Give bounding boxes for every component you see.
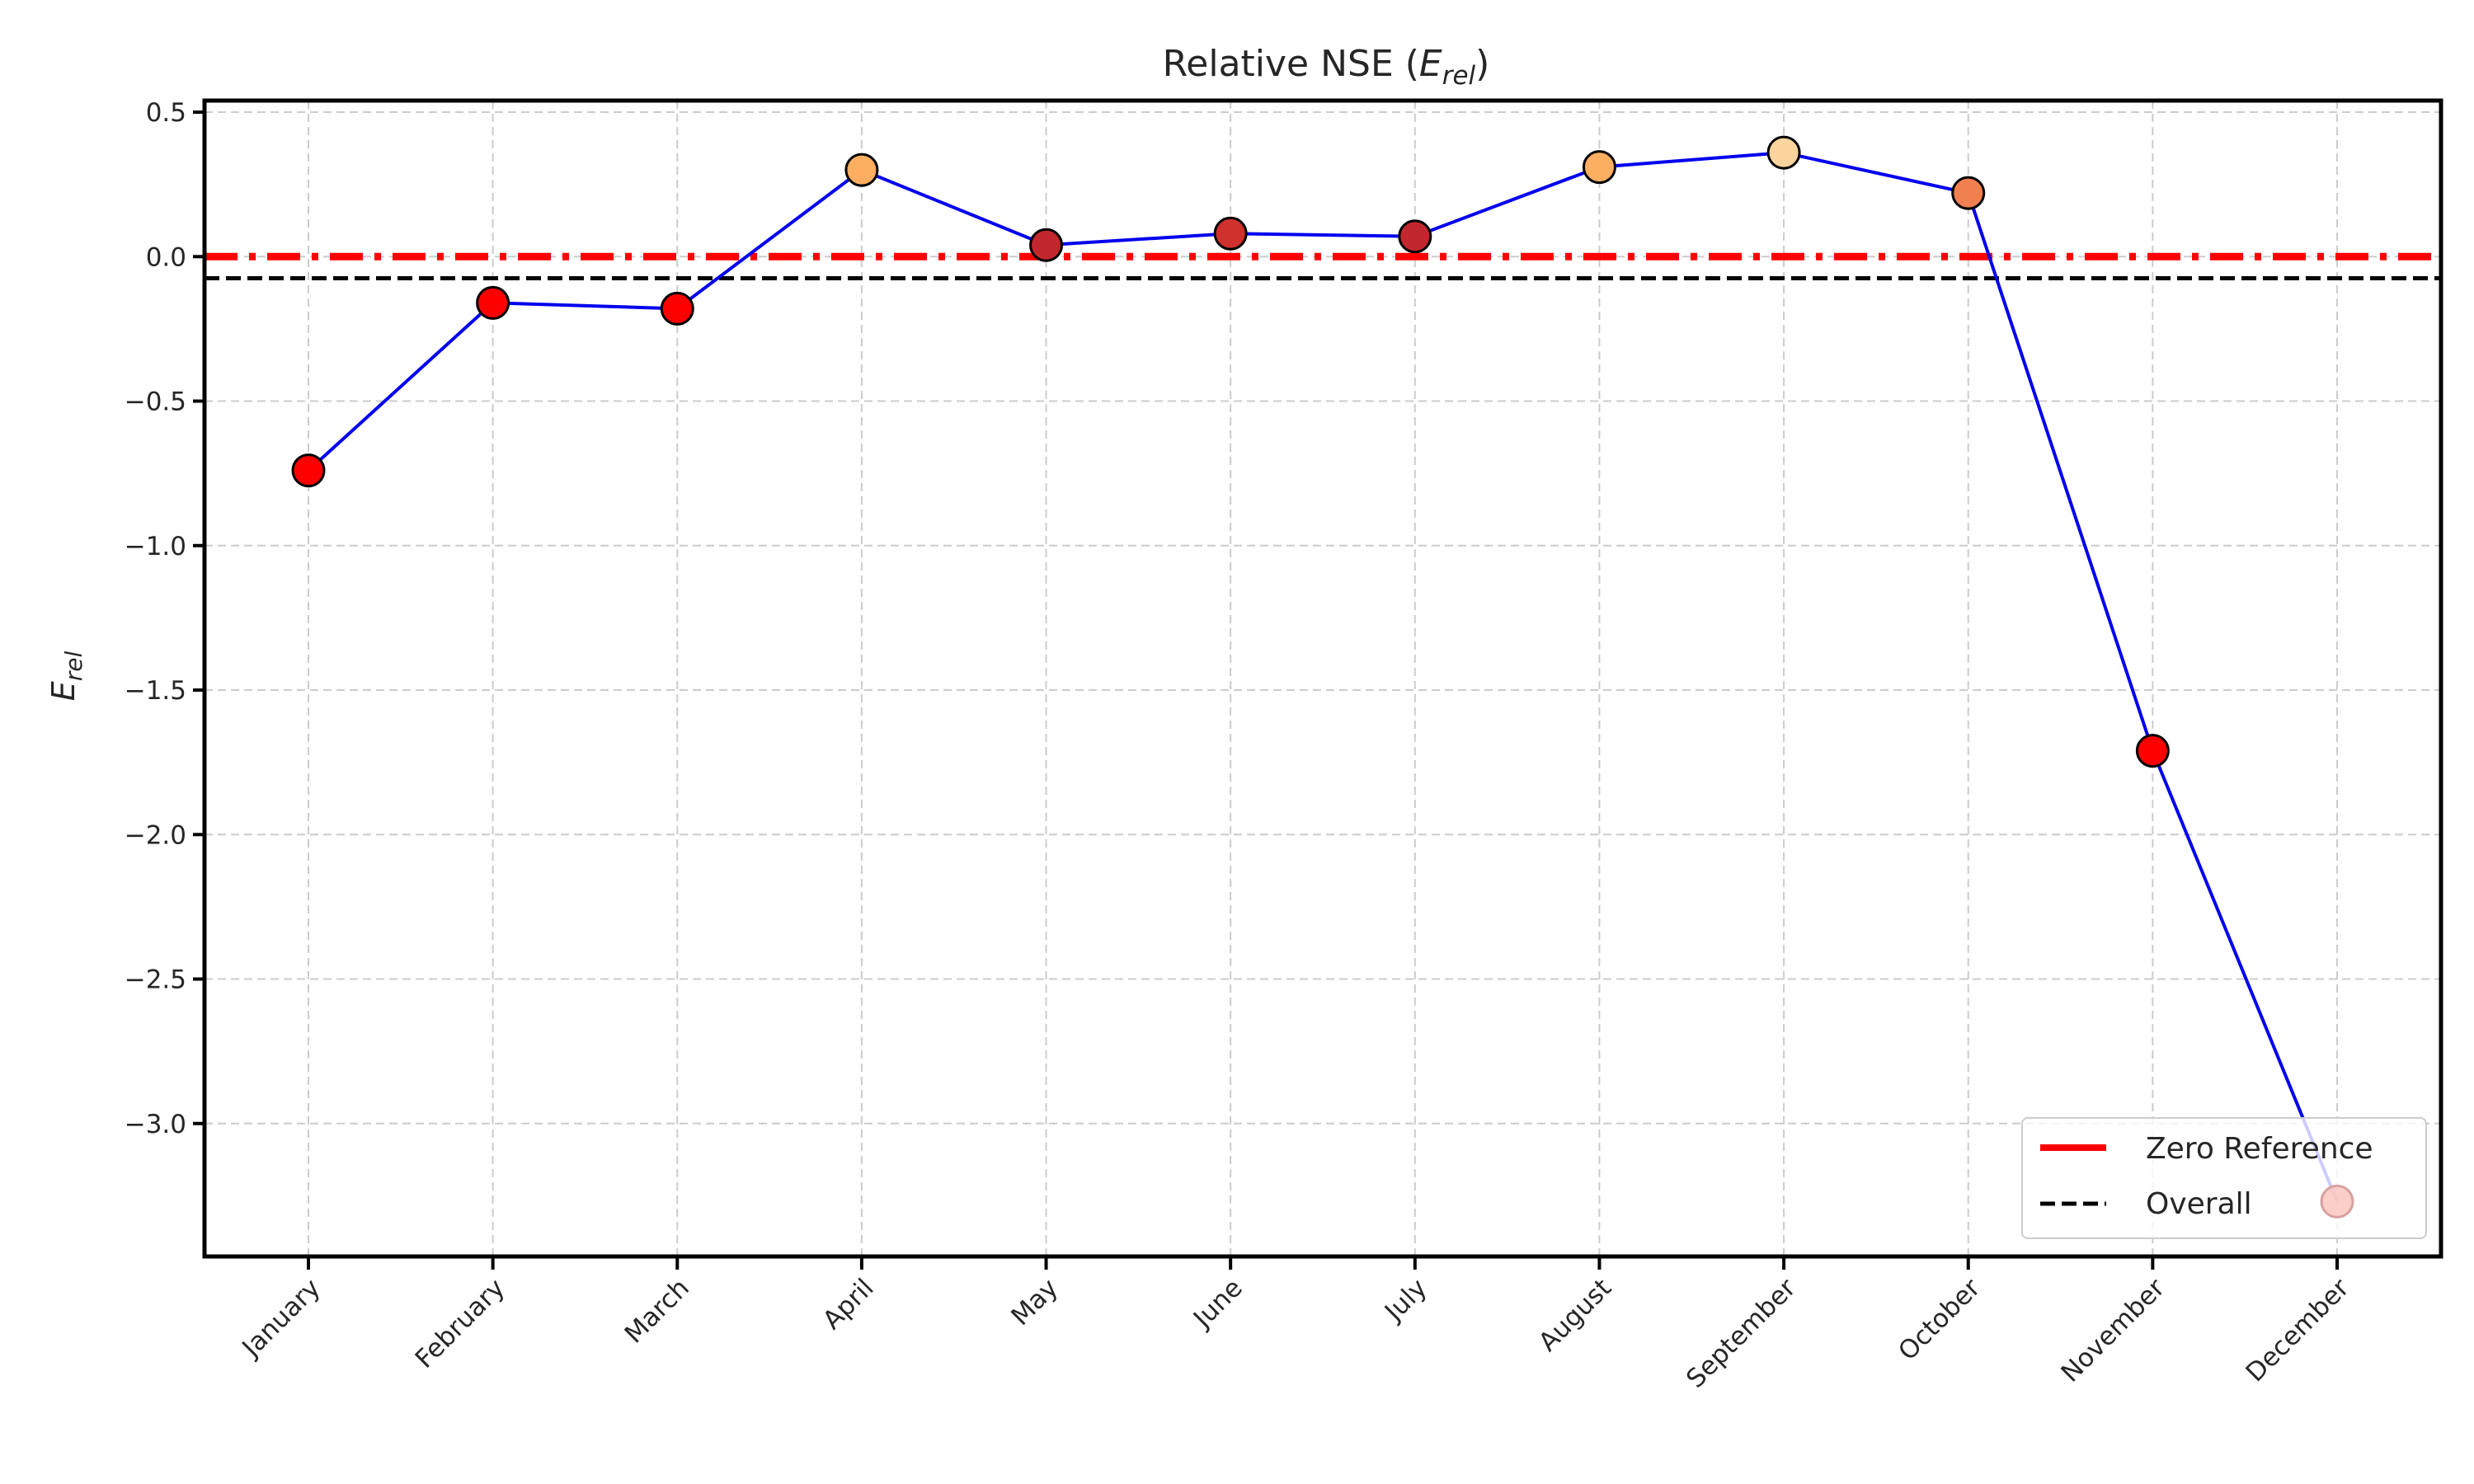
series-e-rel: [291, 135, 2339, 1203]
point-november: [2135, 734, 2170, 768]
y-tick-label: −1.0: [125, 532, 186, 561]
series-line: [307, 151, 2339, 1203]
point-march: [660, 291, 694, 326]
point-february: [476, 285, 510, 320]
y-tick-label: 0.0: [146, 242, 186, 272]
y-axis-ticks: 0.5 0.0 −0.5 −1.0 −1.5 −2.0 −2.5 −3.0: [125, 98, 205, 1139]
point-january: [291, 453, 326, 488]
point-june: [1213, 216, 1248, 251]
legend-overlapped-marker: [2320, 1184, 2354, 1219]
chart-title: Relative NSE (Erel): [1163, 43, 1490, 91]
legend-label-overall: Overall: [2146, 1187, 2252, 1221]
point-september: [1766, 135, 1801, 170]
point-october: [1951, 176, 1986, 210]
point-august: [1582, 150, 1616, 185]
plot-frame: [202, 98, 2443, 1259]
point-december: [2320, 1184, 2354, 1219]
reference-lines: [205, 252, 2441, 281]
y-axis-label: Erel: [45, 651, 87, 702]
y-tick-label: −0.5: [125, 387, 186, 417]
y-tick-label: 0.5: [146, 98, 186, 128]
y-tick-label: −2.5: [125, 965, 186, 995]
point-april: [844, 153, 879, 187]
y-tick-label: −2.0: [125, 820, 186, 850]
legend-label-zero-reference: Zero Reference: [2146, 1132, 2373, 1166]
legend: Zero Reference Overall: [2021, 1117, 2427, 1239]
point-july: [1398, 219, 1432, 254]
y-tick-label: −3.0: [125, 1110, 186, 1139]
point-may: [1029, 228, 1064, 262]
y-tick-label: −1.5: [125, 676, 186, 706]
